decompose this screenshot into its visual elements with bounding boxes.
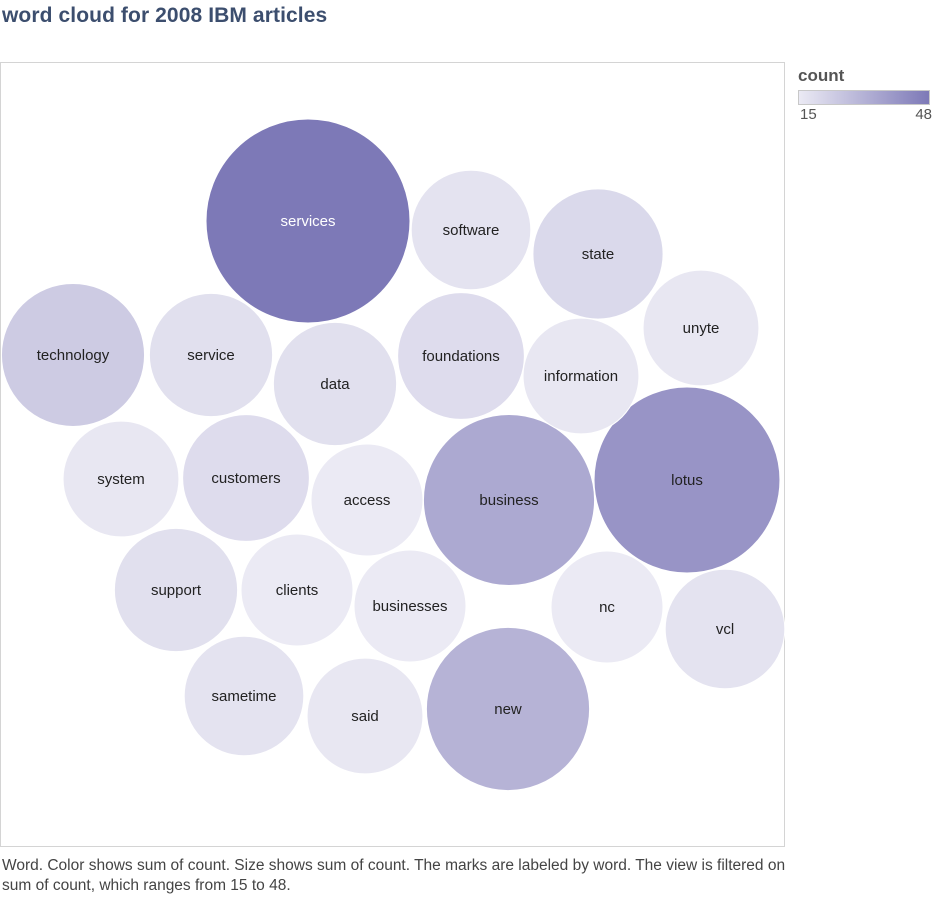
- bubble-business[interactable]: business: [422, 413, 596, 587]
- bubble-circle[interactable]: [272, 321, 398, 447]
- bubble-new[interactable]: new: [425, 626, 591, 792]
- bubble-sametime[interactable]: sametime: [183, 635, 305, 757]
- bubble-said[interactable]: said: [306, 657, 424, 775]
- bubble-circle[interactable]: [240, 533, 354, 647]
- bubble-label: sametime: [211, 688, 276, 705]
- bubble-label: data: [320, 376, 350, 393]
- bubble-nc[interactable]: nc: [550, 550, 664, 664]
- chart-title: word cloud for 2008 IBM articles: [2, 4, 328, 27]
- bubble-circle[interactable]: [353, 549, 467, 663]
- bubble-support[interactable]: support: [113, 527, 239, 653]
- bubble-circle[interactable]: [410, 169, 532, 291]
- bubble-label: new: [494, 701, 522, 718]
- bubble-circle[interactable]: [550, 550, 664, 664]
- bubble-label: nc: [599, 599, 615, 616]
- bubble-access[interactable]: access: [310, 443, 424, 557]
- bubble-clients[interactable]: clients: [240, 533, 354, 647]
- bubble-vcl[interactable]: vcl: [664, 568, 786, 690]
- bubble-service[interactable]: service: [148, 292, 274, 418]
- bubble-circle[interactable]: [664, 568, 786, 690]
- bubble-label: businesses: [372, 598, 447, 615]
- bubble-circle[interactable]: [532, 188, 664, 320]
- bubble-circle[interactable]: [310, 443, 424, 557]
- bubble-label: service: [187, 347, 235, 364]
- bubble-chart: services lotus business new technology state f…: [1, 118, 786, 792]
- bubble-technology[interactable]: technology: [1, 282, 146, 428]
- bubble-circle[interactable]: [593, 386, 781, 574]
- bubble-label: vcl: [716, 621, 734, 638]
- bubble-label: lotus: [671, 472, 703, 489]
- legend-max-label: 48: [915, 106, 932, 123]
- chart-area: services lotus business new technology state f…: [0, 62, 786, 847]
- legend-min-label: 15: [800, 106, 817, 123]
- bubble-customers[interactable]: customers: [182, 414, 310, 542]
- bubble-data[interactable]: data: [272, 321, 398, 447]
- bubble-label: access: [344, 492, 391, 509]
- bubble-businesses[interactable]: businesses: [353, 549, 467, 663]
- bubble-label: state: [582, 246, 615, 263]
- color-legend: count 15 48: [798, 66, 934, 124]
- bubble-label: system: [97, 471, 145, 488]
- bubble-circle[interactable]: [62, 420, 180, 538]
- bubble-label: clients: [276, 582, 319, 599]
- bubble-circle[interactable]: [148, 292, 274, 418]
- bubble-circle[interactable]: [425, 626, 591, 792]
- bubble-system[interactable]: system: [62, 420, 180, 538]
- bubble-label: software: [443, 222, 500, 239]
- bubble-label: business: [479, 492, 538, 509]
- chart-caption: Word. Color shows sum of count. Size sho…: [2, 857, 786, 894]
- bubble-circle[interactable]: [183, 635, 305, 757]
- bubble-circle[interactable]: [1, 282, 146, 428]
- bubble-circle[interactable]: [205, 118, 411, 324]
- legend-title: count: [798, 66, 845, 85]
- bubble-circle[interactable]: [306, 657, 424, 775]
- bubble-circle[interactable]: [113, 527, 239, 653]
- bubble-label: information: [544, 368, 618, 385]
- bubble-circle[interactable]: [522, 317, 640, 435]
- bubble-foundations[interactable]: foundations: [397, 292, 525, 420]
- legend-labels: 15 48: [798, 106, 934, 124]
- bubble-label: foundations: [422, 348, 500, 365]
- bubble-information[interactable]: information: [522, 317, 640, 435]
- bubble-circle[interactable]: [642, 269, 760, 387]
- bubble-label: said: [351, 708, 379, 725]
- bubble-state[interactable]: state: [532, 188, 664, 320]
- bubble-label: customers: [211, 470, 280, 487]
- bubble-label: unyte: [683, 320, 720, 337]
- legend-gradient-bar: [798, 90, 930, 105]
- bubble-label: services: [280, 213, 335, 230]
- bubble-unyte[interactable]: unyte: [642, 269, 760, 387]
- bubble-circle[interactable]: [182, 414, 310, 542]
- bubble-label: technology: [37, 347, 110, 364]
- bubble-software[interactable]: software: [410, 169, 532, 291]
- bubble-label: support: [151, 582, 202, 599]
- bubble-circle[interactable]: [397, 292, 525, 420]
- bubble-services[interactable]: services: [205, 118, 411, 324]
- bubble-lotus[interactable]: lotus: [593, 386, 781, 574]
